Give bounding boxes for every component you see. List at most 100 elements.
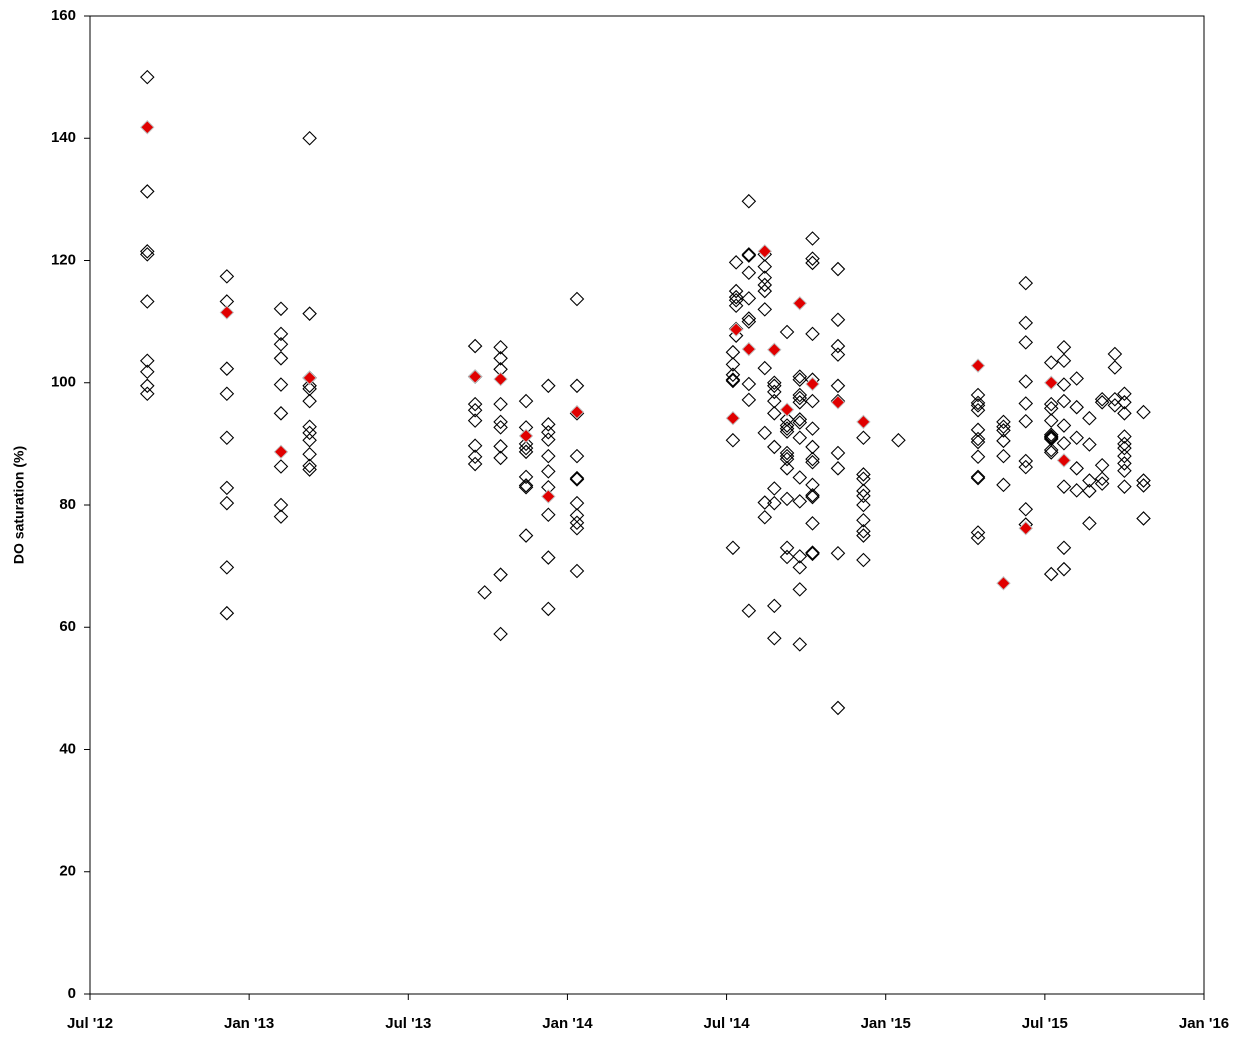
- data-point: [792, 369, 808, 384]
- data-point: [767, 384, 782, 400]
- data-point: [219, 430, 235, 446]
- data-point: [830, 395, 846, 410]
- data-point: [1056, 340, 1072, 355]
- data-point: [569, 470, 585, 486]
- data-point: [779, 402, 795, 417]
- data-point: [856, 488, 871, 504]
- data-point: [1094, 476, 1110, 491]
- data-point: [1018, 275, 1034, 291]
- data-point: [757, 283, 773, 299]
- data-point: [1018, 315, 1034, 331]
- data-point: [569, 378, 585, 394]
- data-point: [493, 439, 508, 454]
- data-point: [541, 550, 556, 565]
- data-point: [569, 515, 585, 531]
- data-point: [830, 378, 846, 394]
- data-point: [805, 439, 820, 455]
- data-point: [725, 367, 741, 383]
- x-tick-label: Jan '13: [224, 1015, 274, 1032]
- data-point: [767, 495, 782, 511]
- data-point: [467, 413, 483, 428]
- data-point: [728, 289, 744, 305]
- data-point: [1117, 429, 1132, 444]
- data-point: [140, 69, 155, 85]
- data-point: [1136, 473, 1151, 488]
- y-tick-label: 140: [51, 129, 76, 146]
- data-point: [1043, 442, 1059, 458]
- data-point: [140, 247, 155, 262]
- data-point: [856, 497, 871, 513]
- data-point: [273, 301, 289, 317]
- data-point: [970, 422, 986, 438]
- data-point: [741, 392, 757, 408]
- data-point: [805, 545, 820, 560]
- data-point: [467, 456, 483, 472]
- data-point: [302, 130, 317, 146]
- data-point: [830, 338, 846, 354]
- data-point: [518, 528, 534, 543]
- data-point: [1069, 430, 1084, 446]
- data-point: [140, 364, 155, 380]
- data-point: [493, 340, 508, 355]
- data-point: [741, 248, 757, 263]
- data-point: [767, 375, 782, 391]
- data-point: [856, 483, 871, 499]
- data-point: [741, 376, 757, 392]
- data-point: [1018, 502, 1034, 517]
- data-point: [741, 265, 757, 281]
- data-point: [1136, 511, 1151, 526]
- data-point: [779, 540, 795, 556]
- data-point: [273, 336, 289, 352]
- data-point: [757, 509, 773, 525]
- data-point: [1056, 540, 1072, 556]
- data-point: [741, 291, 757, 306]
- data-point: [302, 370, 317, 386]
- data-point: [493, 626, 508, 642]
- data-point: [767, 481, 782, 496]
- data-point: [725, 344, 741, 360]
- data-point: [805, 516, 820, 531]
- data-point: [1069, 399, 1084, 415]
- data-point: [1043, 427, 1059, 442]
- data-point: [219, 361, 235, 376]
- data-point: [970, 431, 986, 447]
- data-point: [1082, 516, 1097, 531]
- data-point: [219, 386, 235, 402]
- plot-frame: [89, 15, 1205, 995]
- data-point: [219, 269, 235, 284]
- data-point: [273, 459, 289, 474]
- data-point: [1136, 404, 1151, 420]
- data-point: [1056, 435, 1072, 451]
- data-point: [970, 525, 986, 540]
- data-point: [970, 434, 986, 450]
- data-point: [1094, 395, 1110, 410]
- data-point: [140, 120, 155, 135]
- data-point: [1117, 406, 1132, 421]
- x-tick-label: Jan '15: [861, 1015, 911, 1032]
- data-point: [741, 311, 757, 326]
- data-point: [725, 410, 741, 426]
- data-point: [1082, 483, 1097, 499]
- data-point: [541, 464, 556, 479]
- data-point: [767, 439, 782, 455]
- data-point: [856, 528, 871, 543]
- data-point: [767, 393, 782, 409]
- data-point: [1117, 479, 1132, 494]
- data-point: [518, 440, 534, 456]
- data-point: [302, 446, 317, 462]
- data-point: [302, 458, 317, 474]
- data-point: [1043, 445, 1059, 460]
- data-point: [779, 549, 795, 565]
- data-point: [541, 448, 556, 464]
- data-point: [779, 445, 795, 461]
- data-point: [518, 393, 534, 409]
- data-point: [970, 449, 986, 464]
- data-point: [792, 560, 808, 575]
- y-axis-label: DO saturation (%): [11, 446, 27, 564]
- data-point: [728, 255, 744, 270]
- data-point: [1117, 463, 1132, 479]
- data-point: [1107, 360, 1123, 375]
- data-point: [493, 396, 508, 412]
- data-point: [757, 302, 773, 317]
